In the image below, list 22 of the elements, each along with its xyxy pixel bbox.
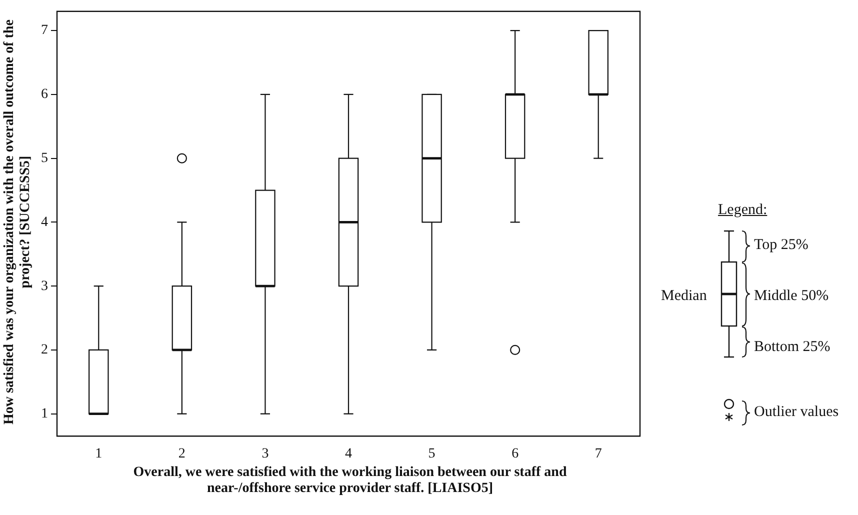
text: Median	[661, 288, 707, 305]
y-tick-label: 4	[41, 214, 48, 230]
x-axis-title: Overall, we were satisfied with the working liaison between our staff and near-/offshore service provider staff. [LIAISO5]	[132, 465, 568, 497]
text: Middle 50%	[754, 288, 829, 305]
y-tick-label: 1	[41, 406, 48, 422]
text: Top 25%	[754, 237, 808, 254]
y-tick-label: 6	[41, 87, 48, 102]
x-tick-label: 7	[594, 446, 602, 462]
x-tick-label: 2	[178, 446, 186, 462]
y-tick-label: 5	[41, 150, 48, 166]
x-tick-label: 5	[428, 446, 436, 462]
x-tick-label: 3	[262, 446, 269, 462]
y-tick-label: 3	[41, 278, 48, 294]
x-tick-label: 1	[95, 446, 102, 462]
text: Bottom 25%	[754, 339, 830, 356]
y-tick-label: 2	[41, 342, 48, 358]
text: Outlier values	[754, 404, 839, 421]
text: Legend:	[718, 202, 768, 219]
y-axis-title: How satisfied was your organization with the overall outcome of the project? [SUCCESS5]	[2, 20, 33, 424]
x-tick-label: 4	[345, 446, 352, 462]
y-tick-label: 7	[41, 23, 48, 38]
x-tick-label: 6	[512, 446, 519, 462]
